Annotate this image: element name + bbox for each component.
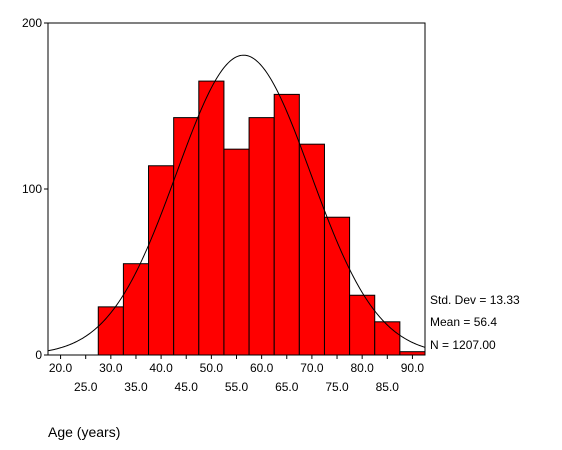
histogram-bar (399, 351, 426, 356)
x-tick-label: 85.0 (376, 380, 400, 394)
histogram-bar (298, 143, 325, 356)
x-tick-label: 60.0 (250, 361, 274, 375)
y-tick-label: 200 (22, 16, 42, 30)
histogram-bar (223, 148, 250, 356)
x-tick-label: 65.0 (275, 380, 299, 394)
x-tick-label: 30.0 (99, 361, 123, 375)
x-tick-label: 25.0 (74, 380, 98, 394)
histogram-bar (349, 294, 376, 356)
mean-label: Mean = 56.4 (430, 315, 497, 329)
x-axis: 20.0 30.0 40.0 50.0 60.0 70.0 80.0 90.0 25.0 35.0… (49, 355, 425, 394)
x-tick-label: 70.0 (300, 361, 324, 375)
x-tick-label: 75.0 (325, 380, 349, 394)
x-axis-title: Age (years) (48, 424, 120, 440)
x-tick-label: 35.0 (124, 380, 148, 394)
histogram-bar (374, 321, 401, 356)
normal-curve (47, 54, 426, 352)
n-label: N = 1207.00 (430, 338, 496, 352)
histogram-bar (97, 306, 124, 356)
histogram-bar (198, 80, 225, 356)
bars-group (97, 80, 426, 356)
histogram-bar (323, 216, 351, 356)
x-tick-label: 20.0 (49, 361, 73, 375)
y-axis: 0 100 200 (22, 16, 48, 362)
x-tick-label: 55.0 (225, 380, 249, 394)
histogram-bar (122, 263, 150, 356)
std-dev-label: Std. Dev = 13.33 (430, 293, 520, 307)
x-tick-label: 40.0 (149, 361, 173, 375)
y-tick-label: 0 (35, 348, 42, 362)
x-tick-label: 45.0 (175, 380, 199, 394)
histogram-bar (148, 165, 175, 356)
histogram-bar (248, 117, 275, 356)
x-tick-label: 90.0 (401, 361, 425, 375)
x-tick-label: 50.0 (200, 361, 224, 375)
y-tick-label: 100 (22, 182, 42, 196)
x-tick-label: 80.0 (350, 361, 374, 375)
histogram-bar (173, 117, 200, 356)
